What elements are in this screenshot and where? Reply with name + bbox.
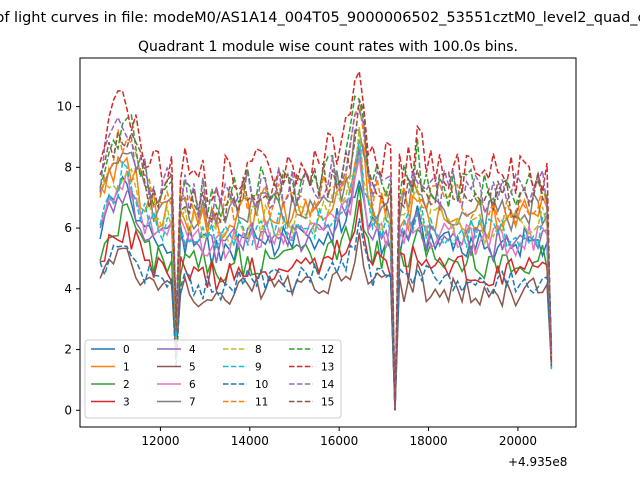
- x-tick-label: 16000: [320, 434, 358, 448]
- legend-label-11: 11: [255, 397, 268, 409]
- y-tick-label: 6: [64, 221, 72, 235]
- legend-label-14: 14: [321, 379, 335, 391]
- x-offset-label: +4.935e8: [508, 455, 567, 469]
- x-tick-label: 18000: [409, 434, 447, 448]
- legend-label-1: 1: [123, 362, 130, 374]
- legend-label-12: 12: [321, 344, 334, 356]
- legend-label-0: 0: [123, 344, 130, 356]
- legend-label-7: 7: [189, 397, 196, 409]
- y-tick-label: 8: [64, 160, 72, 174]
- axes-frame: [79, 57, 577, 428]
- x-tick-label: 12000: [141, 434, 179, 448]
- legend-label-13: 13: [321, 362, 334, 374]
- y-tick-label: 0: [64, 403, 72, 417]
- legend-label-4: 4: [189, 344, 196, 356]
- legend-label-9: 9: [255, 362, 262, 374]
- chart-title: Quadrant 1 module wise count rates with …: [138, 39, 518, 55]
- figure-suptitle: Plot of light curves in file: modeM0/AS1…: [0, 10, 640, 26]
- legend-label-15: 15: [321, 397, 334, 409]
- legend-label-6: 6: [189, 379, 196, 391]
- legend-label-2: 2: [123, 379, 130, 391]
- legend-box: [84, 339, 342, 419]
- legend-label-8: 8: [255, 344, 262, 356]
- legend-label-3: 3: [123, 397, 130, 409]
- y-tick-label: 10: [57, 100, 72, 114]
- series-line-15: [99, 99, 553, 411]
- legend-label-5: 5: [189, 362, 196, 374]
- plot-area: 12000 14000 16000 18000 20000024681001234567…: [57, 57, 577, 448]
- x-tick-label: 14000: [231, 434, 269, 448]
- y-tick-label: 4: [64, 282, 72, 296]
- series-line-14: [99, 109, 553, 411]
- legend-label-10: 10: [255, 379, 268, 391]
- series-line-10: [99, 218, 553, 411]
- y-tick-label: 2: [64, 343, 72, 357]
- series-line-13: [99, 68, 553, 411]
- x-tick-label: 20000: [499, 434, 537, 448]
